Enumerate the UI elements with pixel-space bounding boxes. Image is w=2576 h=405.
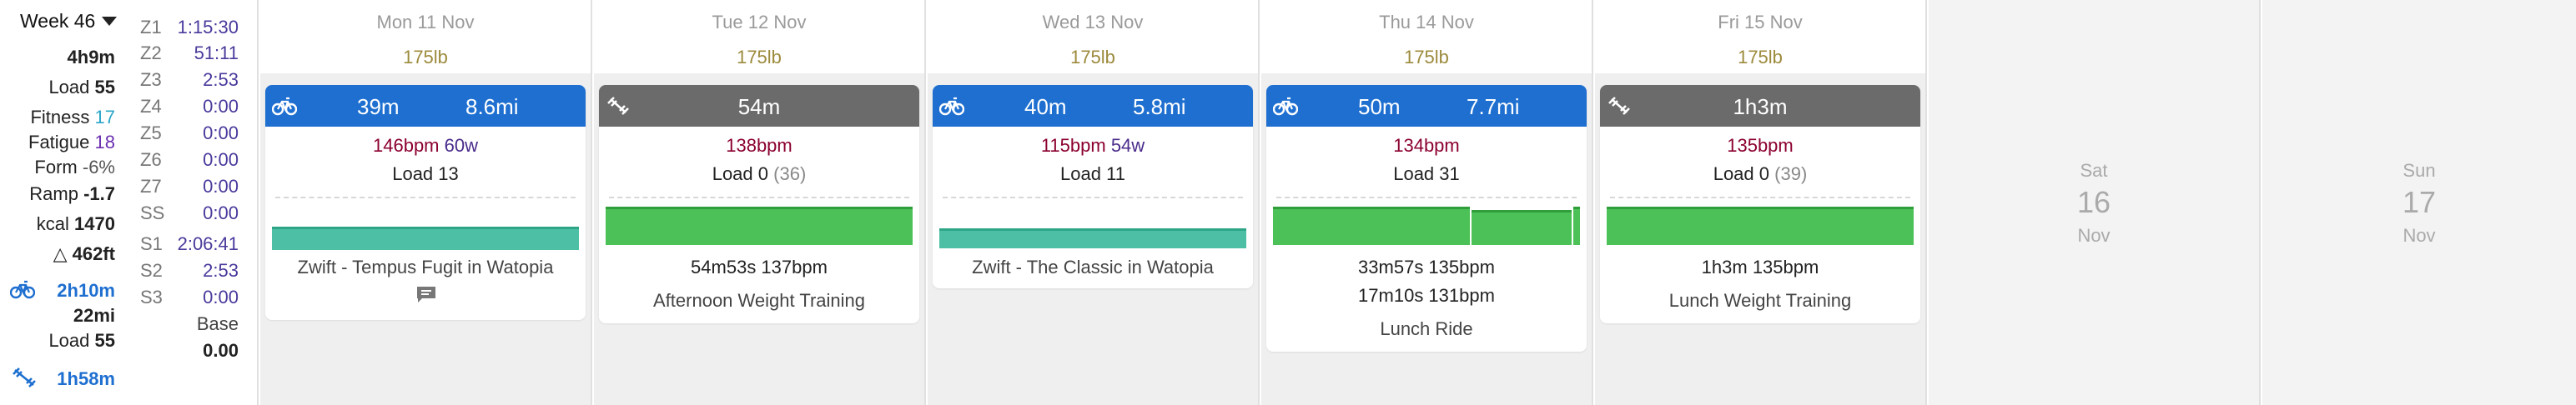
hr-line: 134bpm — [1393, 135, 1460, 156]
hr-watts: 146bpm 60w — [373, 135, 478, 156]
day-weight: 175lb — [403, 47, 448, 68]
day-header: Mon 11 Nov 175lb — [260, 0, 591, 73]
total-duration: 4h9m — [67, 47, 115, 68]
hr-bar — [1273, 207, 1580, 245]
day-header: Wed 13 Nov 175lb — [928, 0, 1258, 73]
activity-header: 50m 7.7mi — [1266, 85, 1587, 127]
activity-name: Lunch Weight Training — [1668, 290, 1852, 311]
activity-header: 54m — [599, 85, 919, 127]
activity-header: 40m 5.8mi — [933, 85, 1253, 127]
activity-name: Zwift - Tempus Fugit in Watopia — [297, 257, 554, 278]
interval-summary: 17m10s 131bpm — [1358, 285, 1495, 306]
activity-name: Afternoon Weight Training — [653, 290, 865, 311]
hr-bar-segment — [1607, 207, 1914, 245]
hr-watts: 115bpm 54w — [1040, 135, 1145, 156]
week-summary-panel: Week 46 4h9m Load 55 Fitness 17 Fatigue … — [0, 0, 259, 405]
zone-bar-segment — [939, 228, 1246, 248]
week-label: Week 46 — [20, 10, 96, 32]
elevation-stat: △ 462ft — [53, 243, 115, 264]
hr-bar-segment — [1273, 207, 1470, 245]
day-column-sun[interactable]: Sun 17 Nov — [2262, 0, 2576, 405]
interval-summary: 33m57s 135bpm — [1358, 257, 1495, 278]
fatigue-stat: Fatigue 18 — [28, 132, 115, 152]
weight-duration: 1h58m — [57, 368, 115, 389]
hr-bar — [1607, 207, 1914, 245]
weight-training-icon — [1608, 97, 1630, 115]
interval-summary: 1h3m 135bpm — [1701, 257, 1819, 278]
bike-icon — [272, 97, 297, 116]
day-weight: 175lb — [737, 47, 782, 68]
divider — [1610, 197, 1910, 198]
day-header: Fri 15 Nov 175lb — [1595, 0, 1925, 73]
hr-line: 138bpm — [726, 135, 792, 156]
fitness-stat: Fitness 17 — [30, 107, 115, 128]
day-weight: 175lb — [1404, 47, 1449, 68]
day-column-wed[interactable]: Wed 13 Nov 175lb 40m 5.8mi 115bpm 54w Lo… — [928, 0, 1260, 405]
interval-summary: 54m53s 137bpm — [691, 257, 828, 278]
elevation-icon: △ — [53, 243, 68, 264]
ride-distance: 22mi — [73, 305, 115, 326]
load-line: Load 31 — [1393, 163, 1460, 184]
form-stat: Form -6% — [34, 157, 115, 178]
day-column-tue[interactable]: Tue 12 Nov 175lb 54m 138bpm Load 0 (36) … — [594, 0, 926, 405]
activity-card[interactable]: 54m 138bpm Load 0 (36) 54m53s 137bpm Aft… — [599, 85, 919, 323]
activity-name: Zwift - The Classic in Watopia — [972, 257, 1214, 278]
divider — [275, 197, 576, 198]
activity-name: Lunch Ride — [1380, 318, 1473, 339]
day-header: Thu 14 Nov 175lb — [1261, 0, 1592, 73]
weight-training-icon — [607, 97, 629, 115]
bike-icon — [10, 280, 35, 299]
hr-bar-segment — [1573, 207, 1580, 245]
day-column-mon[interactable]: Mon 11 Nov 175lb 39m 8.6mi 146bpm 60w Lo… — [260, 0, 592, 405]
zone-bar-segment — [272, 227, 579, 250]
hr-bar-segment — [1472, 210, 1572, 245]
divider — [943, 197, 1243, 198]
zone-bar — [939, 227, 1246, 248]
activity-card[interactable]: 39m 8.6mi 146bpm 60w Load 13 Zwift - Tem… — [265, 85, 586, 320]
hr-line: 135bpm — [1727, 135, 1794, 156]
activity-card[interactable]: 1h3m 135bpm Load 0 (39) 1h3m 135bpm Lunc… — [1600, 85, 1920, 323]
activity-header: 1h3m — [1600, 85, 1920, 127]
activity-card[interactable]: 50m 7.7mi 134bpm Load 31 33m57s 135bpm 1… — [1266, 85, 1587, 352]
kcal-stat: kcal 1470 — [36, 213, 115, 234]
divider — [609, 197, 909, 198]
load-line: Load 0 (39) — [1713, 163, 1808, 184]
day-weight: 175lb — [1738, 47, 1783, 68]
zone-bar — [272, 225, 579, 250]
divider — [1276, 197, 1577, 198]
hr-bar-segment — [606, 207, 913, 245]
comment-icon[interactable] — [415, 285, 437, 303]
load-line: Load 11 — [1060, 163, 1125, 184]
total-load: Load 55 — [48, 77, 115, 98]
day-weight: 175lb — [1070, 47, 1115, 68]
bike-icon — [1273, 97, 1298, 116]
activity-card[interactable]: 40m 5.8mi 115bpm 54w Load 11 Zwift - The… — [933, 85, 1253, 288]
activity-header: 39m 8.6mi — [265, 85, 586, 127]
week-selector[interactable]: Week 46 — [20, 10, 118, 32]
hr-bar — [606, 207, 913, 245]
day-column-sat[interactable]: Sat 16 Nov — [1929, 0, 2261, 405]
load-line: Load 13 — [392, 163, 459, 184]
day-column-thu[interactable]: Thu 14 Nov 175lb 50m 7.7mi 134bpm Load 3… — [1261, 0, 1593, 405]
ramp-stat: Ramp -1.7 — [29, 183, 115, 204]
day-column-fri[interactable]: Fri 15 Nov 175lb 1h3m 135bpm Load 0 (39)… — [1595, 0, 1927, 405]
ride-duration: 2h10m — [57, 280, 115, 301]
caret-down-icon — [102, 17, 118, 26]
weight-training-icon — [13, 368, 36, 388]
load-line: Load 0 (36) — [712, 163, 807, 184]
day-header: Tue 12 Nov 175lb — [594, 0, 924, 73]
bike-icon — [939, 97, 964, 116]
ride-load: Load 55 — [48, 330, 115, 351]
